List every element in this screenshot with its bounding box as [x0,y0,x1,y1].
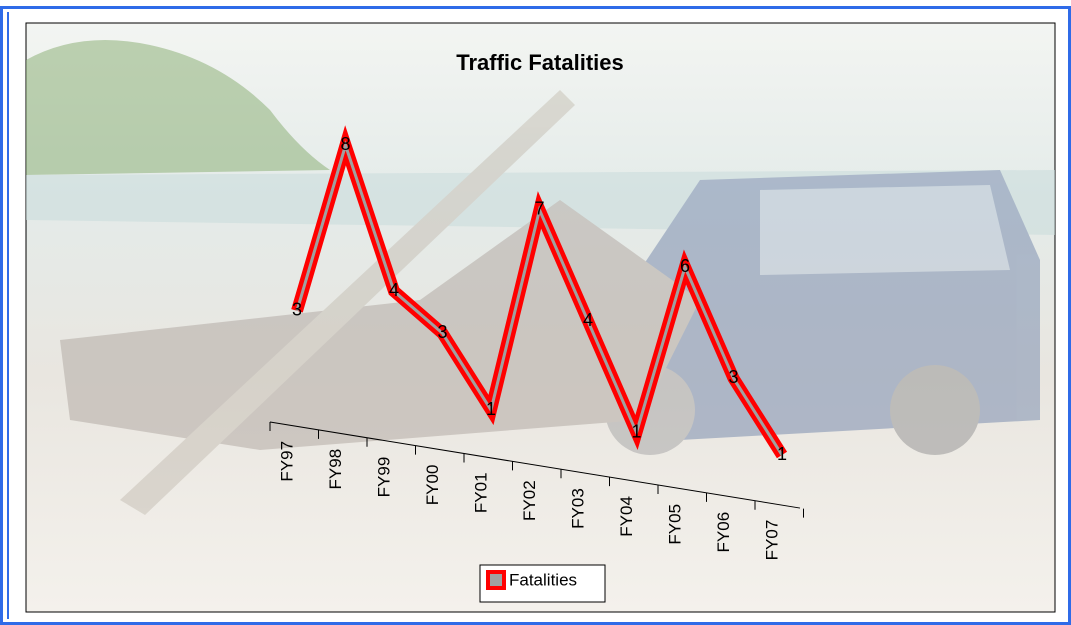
data-label: 4 [389,280,399,300]
legend-swatch [488,572,504,588]
x-tick-label: FY00 [423,465,442,506]
x-tick-label: FY02 [520,480,539,521]
data-label: 3 [437,322,447,342]
x-tick-label: FY05 [666,504,685,545]
page: {"chart_data": {"type": "line", "title":… [0,0,1071,625]
chart-title: Traffic Fatalities [456,50,624,75]
data-label: 7 [534,199,544,219]
data-label: 6 [680,256,690,276]
x-tick-label: FY07 [763,520,782,561]
data-label: 1 [486,399,496,419]
data-label: 1 [631,421,641,441]
data-label: 3 [292,300,302,320]
x-tick-label: FY97 [278,441,297,482]
legend: Fatalities [480,565,605,602]
x-tick-label: FY03 [569,488,588,529]
data-label: 4 [583,310,593,330]
x-tick-label: FY01 [472,472,491,513]
x-tick-label: FY99 [375,457,394,498]
data-label: 3 [728,367,738,387]
x-tick-label: FY04 [617,496,636,537]
data-label: 8 [340,134,350,154]
x-tick-label: FY98 [326,449,345,490]
legend-label: Fatalities [509,570,577,589]
data-label: 1 [777,444,787,464]
chart: Traffic Fatalities Fatalities FY97 FY98 FY… [0,0,1071,625]
x-tick-label: FY06 [714,512,733,553]
